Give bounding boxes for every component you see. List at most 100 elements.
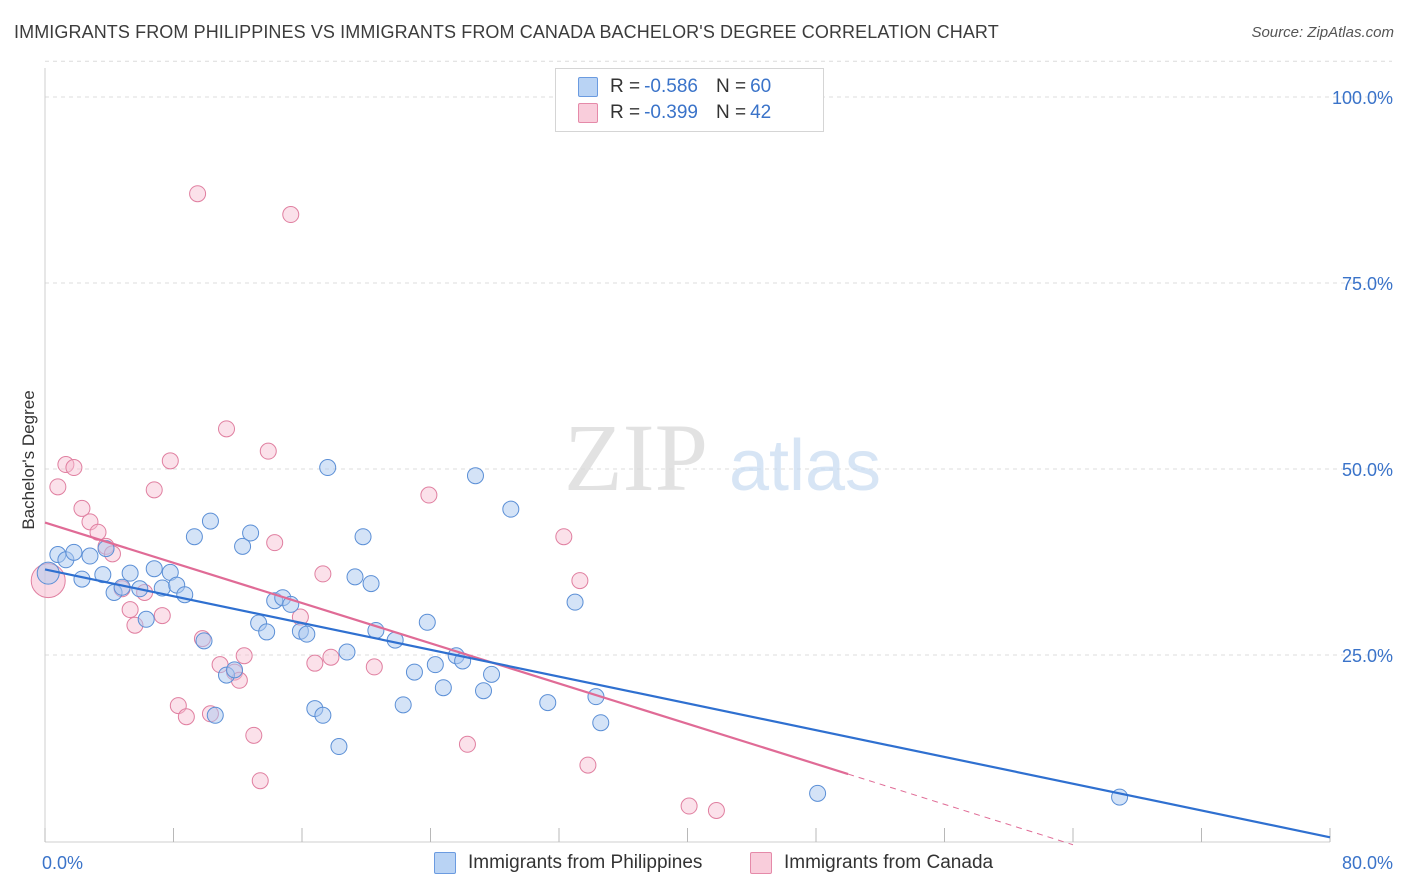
canada-trend-extension <box>847 773 1074 846</box>
canada-point <box>282 206 300 224</box>
legend-n-value: 60 <box>750 76 772 97</box>
philippines-point <box>592 714 610 732</box>
canada-trend-line <box>44 521 849 776</box>
philippines-point <box>121 564 139 582</box>
philippines-point <box>195 632 213 650</box>
watermark-zip: ZIP <box>564 404 708 511</box>
philippines-point <box>405 663 423 681</box>
philippines-point <box>185 528 203 546</box>
philippines-point <box>81 547 99 565</box>
y-tick-label: 75.0% <box>1342 274 1393 294</box>
legend-r-label: R = <box>610 102 641 123</box>
philippines-point <box>466 467 484 485</box>
x-tick-label: 80.0% <box>1342 853 1393 873</box>
legend-r-label: R = <box>610 76 641 97</box>
philippines-point <box>298 625 316 643</box>
canada-point <box>707 801 725 819</box>
canada-point <box>420 486 438 504</box>
canada-point <box>579 756 597 774</box>
legend-row-canada: R = -0.399 N = 42 <box>578 101 771 125</box>
canada-point <box>177 708 195 726</box>
correlation-legend: R = -0.586 N = 60 R = -0.399 N = 42 <box>555 68 824 132</box>
canada-point <box>121 601 139 619</box>
philippines-point <box>426 656 444 674</box>
philippines-point <box>258 623 276 641</box>
y-axis-label: Bachelor's Degree <box>19 390 38 530</box>
canada-point <box>314 565 332 583</box>
axes-layer <box>44 68 1331 843</box>
grid-layer <box>45 60 1392 656</box>
legend-label-canada: Immigrants from Canada <box>784 852 994 873</box>
philippines-point <box>338 643 356 661</box>
philippines-point <box>475 682 493 700</box>
canada-point <box>73 499 91 517</box>
philippines-trend-line <box>44 568 1331 839</box>
canada-point <box>49 478 67 496</box>
canada-swatch <box>750 852 772 874</box>
y-tick-label: 100.0% <box>1332 88 1393 108</box>
legend-r-value: -0.586 <box>644 76 698 97</box>
philippines-point <box>206 706 224 724</box>
legend-item-canada[interactable]: Immigrants from Canada <box>750 852 993 874</box>
points-layer <box>30 185 1129 819</box>
x-tick-label: 0.0% <box>42 853 83 873</box>
canada-point <box>245 726 263 744</box>
canada-point <box>235 647 253 665</box>
philippines-point <box>65 543 83 561</box>
philippines-point <box>226 661 244 679</box>
philippines-point <box>145 560 163 578</box>
philippines-point <box>539 694 557 712</box>
philippines-point <box>502 500 520 518</box>
philippines-point <box>418 613 436 631</box>
philippines-swatch <box>434 852 456 874</box>
canada-point <box>458 735 476 753</box>
philippines-point <box>354 528 372 546</box>
philippines-point <box>566 593 584 611</box>
canada-point <box>161 452 179 470</box>
canada-point <box>218 420 236 438</box>
legend-item-philippines[interactable]: Immigrants from Philippines <box>434 852 702 874</box>
legend-row-philippines: R = -0.586 N = 60 <box>578 75 771 99</box>
philippines-point <box>483 665 501 683</box>
canada-point <box>251 772 269 790</box>
philippines-point <box>242 524 260 542</box>
canada-swatch <box>578 103 598 123</box>
philippines-point <box>809 784 827 802</box>
chart-title: IMMIGRANTS FROM PHILIPPINES VS IMMIGRANT… <box>14 22 999 42</box>
philippines-point <box>394 696 412 714</box>
canada-point <box>571 572 589 590</box>
philippines-point <box>201 512 219 530</box>
watermark-atlas: atlas <box>729 426 881 506</box>
philippines-swatch <box>578 77 598 97</box>
canada-point <box>189 185 207 203</box>
series-legend: Immigrants from Philippines Immigrants f… <box>0 852 1406 876</box>
canada-point <box>322 648 340 666</box>
canada-point <box>153 607 171 625</box>
philippines-point <box>36 561 60 585</box>
y-tick-label: 25.0% <box>1342 646 1393 666</box>
philippines-point <box>319 459 337 477</box>
canada-point <box>266 534 284 552</box>
canada-point <box>306 654 324 672</box>
legend-label-philippines: Immigrants from Philippines <box>468 852 703 873</box>
legend-r-value: -0.399 <box>644 102 698 123</box>
canada-point <box>145 481 163 499</box>
philippines-point <box>434 679 452 697</box>
legend-n-value: 42 <box>750 102 772 123</box>
canada-point <box>259 442 277 460</box>
source-label: Source: ZipAtlas.com <box>1251 24 1394 41</box>
philippines-point <box>330 738 348 756</box>
canada-point <box>555 528 573 546</box>
philippines-point <box>94 566 112 584</box>
y-tick-label: 50.0% <box>1342 460 1393 480</box>
canada-point <box>65 459 83 477</box>
watermark: ZIP atlas <box>564 404 881 511</box>
tick-labels: 100.0% 75.0% 50.0% 25.0% 0.0% 80.0% <box>42 88 1393 873</box>
philippines-point <box>362 575 380 593</box>
philippines-point <box>234 537 252 555</box>
canada-point <box>365 658 383 676</box>
philippines-point <box>346 568 364 586</box>
philippines-point <box>137 610 155 628</box>
legend-n-label: N = <box>715 102 747 123</box>
